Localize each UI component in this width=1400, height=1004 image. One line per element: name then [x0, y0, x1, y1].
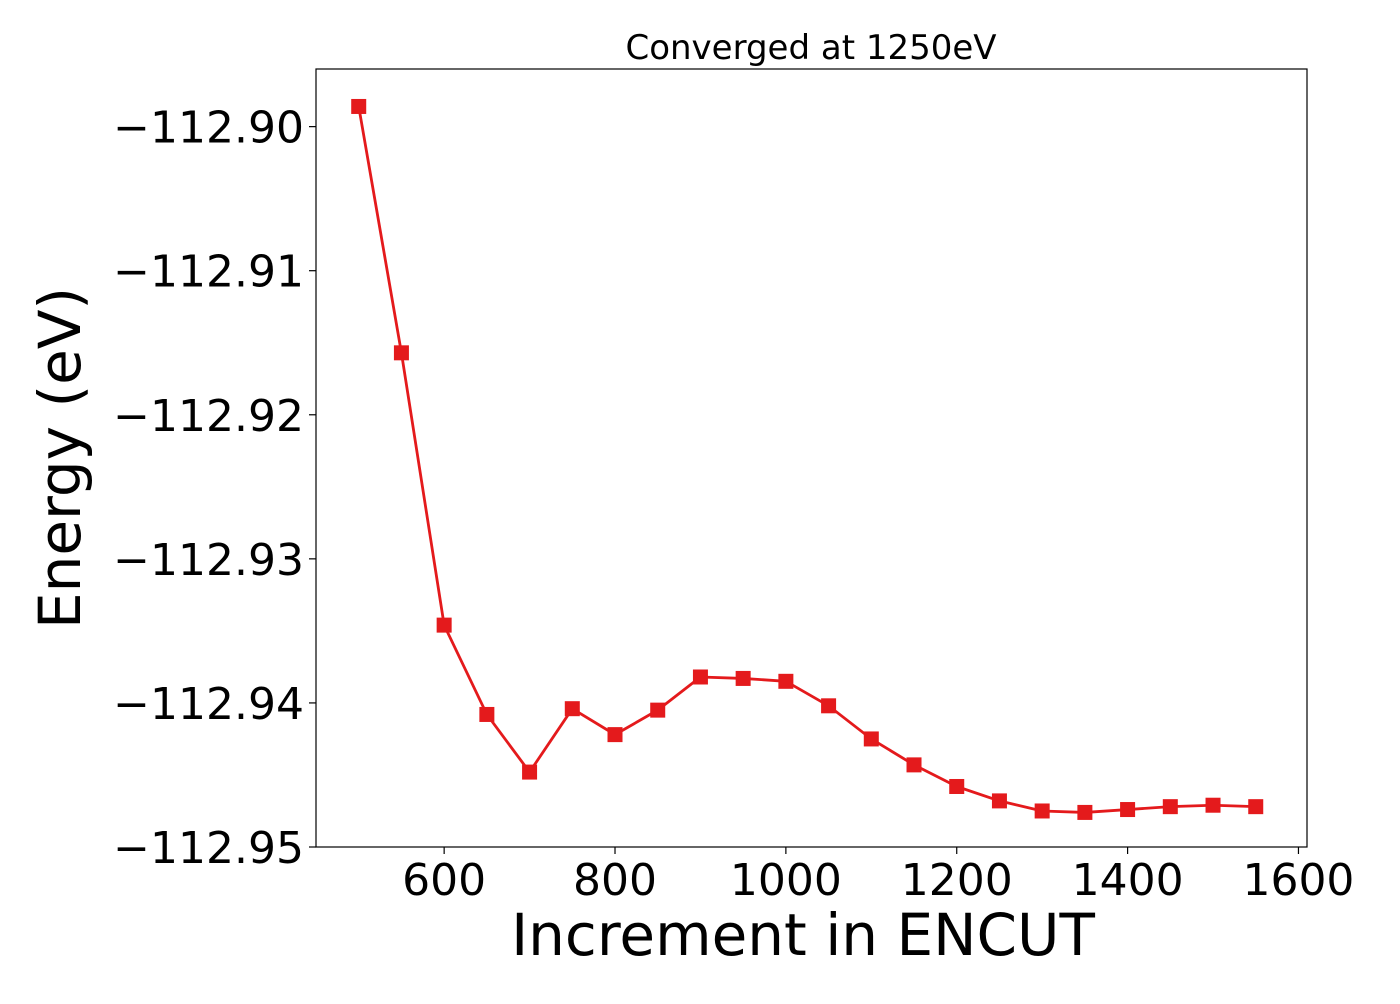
- x-tick-label: 1400: [1072, 855, 1184, 906]
- data-point-marker: [863, 731, 879, 747]
- data-point-marker: [735, 670, 751, 686]
- y-tick-label: −112.90: [113, 103, 304, 154]
- data-point-marker: [351, 98, 367, 114]
- series-layer: [351, 98, 1264, 820]
- data-point-marker: [436, 617, 452, 633]
- axes-layer: 600 800 1000 1200 1400 1600 −112.90 −112.91 −112…: [113, 68, 1354, 906]
- data-point-marker: [607, 727, 623, 743]
- data-point-marker: [564, 701, 580, 717]
- data-point-marker: [778, 673, 794, 689]
- data-point-marker: [1077, 804, 1093, 820]
- x-tick-label: 800: [573, 855, 657, 906]
- x-tick-label: 600: [402, 855, 486, 906]
- x-tick-label: 1200: [901, 855, 1013, 906]
- y-tick-label: −112.95: [113, 823, 304, 874]
- y-tick-label: −112.92: [113, 391, 304, 442]
- x-tick-label: 1000: [730, 855, 842, 906]
- data-point-marker: [949, 778, 965, 794]
- plot-frame: [315, 68, 1308, 848]
- data-point-marker: [1248, 799, 1264, 815]
- data-point-marker: [821, 698, 837, 714]
- series-line: [357, 106, 1256, 814]
- data-point-marker: [393, 345, 409, 361]
- data-point-marker: [906, 757, 922, 773]
- data-point-marker: [522, 764, 538, 780]
- y-tick-label: −112.91: [113, 247, 304, 298]
- x-tick-label: 1600: [1242, 855, 1354, 906]
- y-axis-label: Energy (eV): [26, 287, 94, 629]
- data-point-marker: [1205, 797, 1221, 813]
- x-axis-label: Increment in ENCUT: [511, 901, 1095, 969]
- data-point-marker: [1162, 799, 1178, 815]
- data-point-marker: [1034, 803, 1050, 819]
- data-point-marker: [650, 702, 666, 718]
- data-point-marker: [1120, 802, 1136, 818]
- y-tick-label: −112.94: [113, 679, 304, 730]
- y-tick-label: −112.93: [113, 535, 304, 586]
- chart-title: Converged at 1250eV: [625, 28, 996, 68]
- data-point-marker: [692, 669, 708, 685]
- data-point-marker: [479, 706, 495, 722]
- data-point-marker: [991, 793, 1007, 809]
